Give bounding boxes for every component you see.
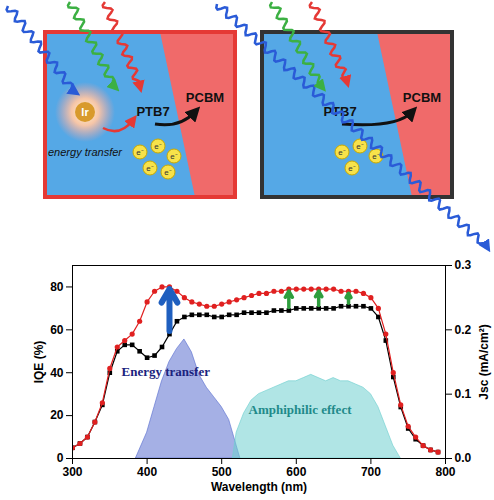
- svg-text:e⁻: e⁻: [372, 152, 379, 161]
- svg-text:e⁻: e⁻: [154, 142, 161, 151]
- svg-text:e⁻: e⁻: [146, 164, 153, 173]
- svg-text:Wavelength (nm): Wavelength (nm): [211, 480, 307, 494]
- svg-text:energy transfer: energy transfer: [48, 146, 123, 158]
- svg-text:0.2: 0.2: [455, 323, 472, 337]
- svg-text:60: 60: [50, 323, 64, 337]
- svg-text:600: 600: [286, 465, 306, 479]
- svg-text:e⁻: e⁻: [136, 148, 143, 157]
- svg-text:0.1: 0.1: [455, 387, 472, 401]
- svg-text:Amphiphilic effect: Amphiphilic effect: [249, 402, 353, 417]
- svg-text:Ir: Ir: [81, 106, 89, 118]
- svg-text:PCBM: PCBM: [403, 90, 441, 105]
- svg-text:80: 80: [50, 280, 64, 294]
- svg-text:e⁻: e⁻: [348, 164, 355, 173]
- svg-text:e⁻: e⁻: [170, 152, 177, 161]
- svg-text:500: 500: [212, 465, 232, 479]
- svg-text:0: 0: [57, 451, 64, 465]
- svg-text:PTB7: PTB7: [323, 104, 357, 119]
- svg-text:Jsc (mA/cm²): Jsc (mA/cm²): [477, 324, 491, 399]
- svg-text:e⁻: e⁻: [356, 142, 363, 151]
- svg-text:800: 800: [435, 465, 455, 479]
- svg-text:40: 40: [50, 366, 64, 380]
- svg-text:PTB7: PTB7: [136, 104, 169, 119]
- svg-text:0.0: 0.0: [455, 451, 472, 465]
- svg-text:e⁻: e⁻: [338, 148, 345, 157]
- svg-text:20: 20: [50, 408, 64, 422]
- svg-text:700: 700: [361, 465, 381, 479]
- svg-text:e⁻: e⁻: [164, 168, 171, 177]
- svg-text:IQE (%): IQE (%): [32, 341, 46, 384]
- svg-text:Energy transfer: Energy transfer: [122, 364, 211, 379]
- svg-text:0.3: 0.3: [455, 258, 472, 272]
- svg-text:PCBM: PCBM: [186, 90, 224, 105]
- svg-text:400: 400: [137, 465, 157, 479]
- svg-text:300: 300: [62, 465, 82, 479]
